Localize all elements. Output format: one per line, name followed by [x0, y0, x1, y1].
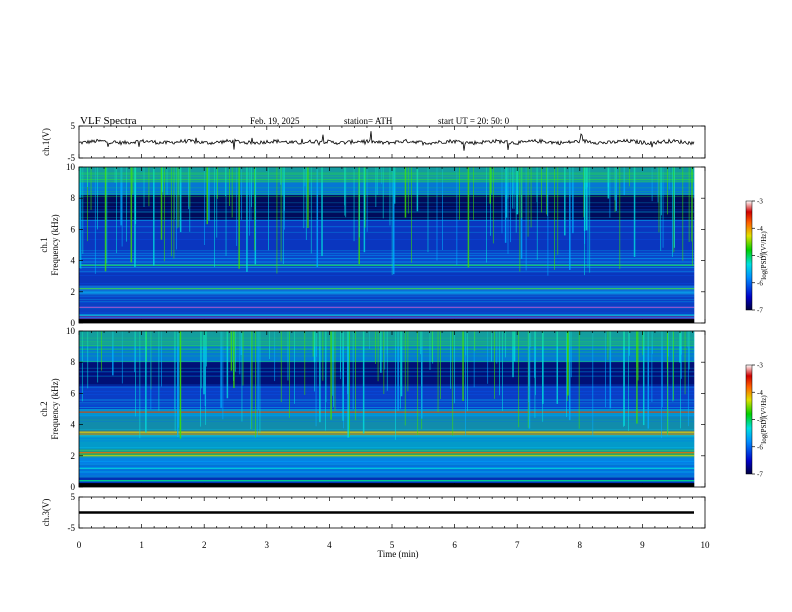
channel-label: ch.1	[39, 237, 49, 252]
x-tick-label: 8	[578, 540, 583, 550]
spectral-band	[79, 195, 695, 221]
colorbar-tick-label: -6	[757, 279, 763, 287]
spectral-band	[79, 435, 695, 450]
colorbar-label: log(PSD)(V²/Hz)	[760, 395, 768, 444]
figure-title: VLF Spectra	[80, 115, 137, 127]
colorbar-tick-label: -5	[757, 416, 763, 424]
colorbar-label: log(PSD)(V²/Hz)	[760, 231, 768, 280]
y-tick-label: 8	[71, 357, 76, 367]
y-tick-label: 10	[66, 326, 76, 336]
colorbar-tick-label: -7	[757, 307, 763, 315]
spectral-band	[79, 251, 695, 274]
waveform-trace	[79, 131, 695, 151]
y-tick-label: 5	[71, 121, 76, 131]
no-data-region	[694, 331, 705, 487]
x-tick-label: 0	[77, 540, 82, 550]
x-tick-label: 10	[701, 540, 711, 550]
colorbar	[745, 364, 753, 475]
spectral-band	[79, 331, 695, 363]
spectral-band	[79, 449, 695, 458]
x-tick-label: 4	[327, 540, 332, 550]
y-axis-label: ch.1(V)	[41, 128, 51, 156]
spectral-band	[79, 294, 695, 316]
x-tick-label: 5	[390, 540, 395, 550]
y-axis-label: Frequency (kHz)	[50, 214, 60, 275]
spectral-band	[79, 457, 695, 466]
ch3-waveform-panel: 5 -5 ch.3(V)	[41, 492, 706, 533]
ch1-waveform-panel: 5 -5 ch.1(V)	[41, 121, 706, 163]
colorbar-tick-label: -3	[757, 198, 763, 206]
station-label: station= ATH	[344, 116, 393, 126]
colorbar-tick-label: -5	[757, 252, 763, 260]
low-freq-band	[79, 483, 695, 487]
spectral-band	[79, 362, 695, 386]
x-tick-label: 9	[640, 540, 645, 550]
y-tick-label: 5	[71, 492, 76, 502]
spectral-band	[79, 385, 695, 409]
y-tick-label: 4	[71, 256, 76, 266]
no-data-region	[694, 167, 705, 323]
y-tick-label: 8	[71, 193, 76, 203]
colorbar-tick-label: -4	[757, 225, 763, 233]
colorbar	[745, 200, 753, 311]
start-time-label: start UT = 20: 50: 0	[438, 116, 510, 126]
y-tick-label: 4	[71, 420, 76, 430]
x-axis-label: Time (min)	[378, 549, 419, 559]
colorbar-tick-label: -4	[757, 389, 763, 397]
ch2-spectrogram-panel: 0 2 4 6 8 10 ch.2 Frequency (kHz) -3 -4 -5 -6 -7 log(…	[39, 326, 768, 492]
spectral-band	[79, 220, 695, 252]
colorbar-tick-label: -3	[757, 362, 763, 370]
y-tick-label: 2	[71, 287, 76, 297]
y-tick-label: 6	[71, 388, 76, 398]
colorbar-tick-label: -7	[757, 471, 763, 479]
spectral-band	[79, 416, 695, 431]
high-freq-band	[79, 331, 695, 347]
date-label: Feb. 19, 2025	[250, 116, 300, 126]
spectral-band	[79, 285, 695, 295]
x-tick-label: 7	[515, 540, 520, 550]
y-tick-label: -5	[68, 153, 76, 163]
x-tick-label: 3	[265, 540, 270, 550]
channel-label: ch.2	[39, 401, 49, 416]
spectral-band	[79, 409, 695, 417]
y-tick-label: -5	[68, 523, 76, 533]
spectral-band	[79, 430, 695, 436]
x-tick-label: 6	[452, 540, 457, 550]
y-tick-label: 0	[71, 482, 76, 492]
y-tick-label: 6	[71, 224, 76, 234]
colorbar-tick-label: -6	[757, 443, 763, 451]
high-freq-band	[79, 167, 695, 183]
time-axis: 0 1 2 3 4 5 6 7 8 9 10	[77, 540, 710, 550]
spectral-band	[79, 167, 695, 196]
low-freq-band	[79, 319, 695, 323]
x-tick-label: 1	[139, 540, 144, 550]
ch1-spectrogram-panel: 0 2 4 6 8 10 ch.1 Frequency (kHz) -3 -4 -5 -6 -7 log(…	[39, 162, 768, 328]
y-axis-label: ch.3(V)	[41, 499, 51, 527]
spectral-band	[79, 273, 695, 286]
spectral-band	[79, 315, 695, 320]
y-tick-label: 10	[66, 162, 76, 172]
y-tick-label: 2	[71, 451, 76, 461]
y-tick-label: 0	[71, 318, 76, 328]
x-tick-label: 2	[202, 540, 207, 550]
y-axis-label: Frequency (kHz)	[50, 378, 60, 439]
